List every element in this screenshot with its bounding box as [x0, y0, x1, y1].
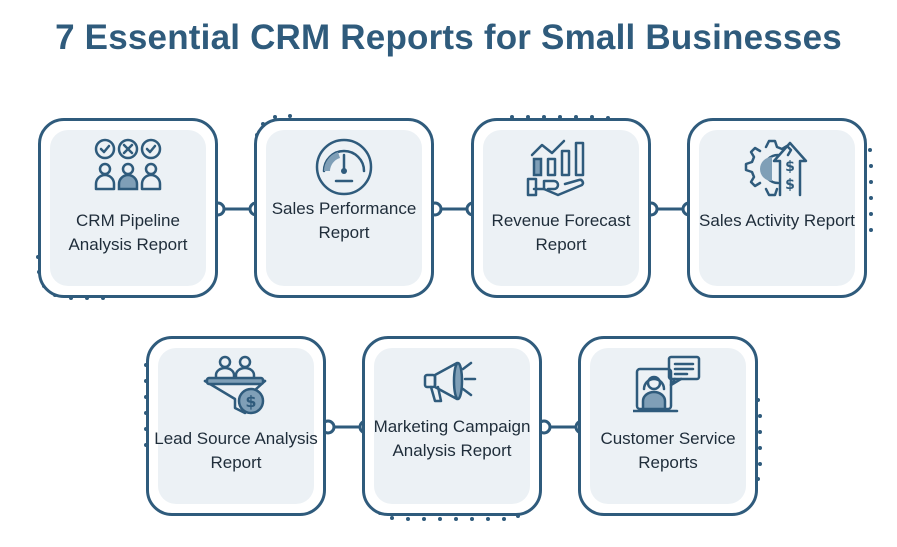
- card-label: Lead Source Analysis Report: [154, 429, 318, 472]
- card-label: Customer Service Reports: [600, 429, 736, 472]
- svg-text:$: $: [785, 177, 795, 193]
- card-customer-service-reports: Customer Service Reports: [578, 336, 758, 516]
- card-crm-pipeline-analysis-report: CRM Pipeline Analysis Report: [38, 118, 218, 298]
- card-label: Marketing Campaign Analysis Report: [373, 417, 531, 460]
- gear-dollar-arrow-icon: $ $: [744, 139, 808, 197]
- page-title: 7 Essential CRM Reports for Small Busine…: [55, 18, 842, 57]
- card-label: Sales Performance Report: [271, 199, 417, 242]
- card-label: Revenue Forecast Report: [491, 211, 631, 254]
- card-label: CRM Pipeline Analysis Report: [68, 211, 188, 254]
- card-revenue-forecast-report: Revenue Forecast Report: [471, 118, 651, 298]
- card-marketing-campaign-analysis-report: Marketing Campaign Analysis Report: [362, 336, 542, 516]
- card-lead-source-analysis-report: $ Lead Source Analysis Report: [146, 336, 326, 516]
- svg-text:$: $: [785, 159, 795, 175]
- team-checklist-icon: [94, 138, 162, 191]
- growth-chart-hand-icon: [526, 139, 585, 197]
- svg-text:$: $: [245, 392, 256, 411]
- card-sales-performance-report: Sales Performance Report: [254, 118, 434, 298]
- customer-support-icon: [633, 355, 701, 413]
- megaphone-icon: [423, 361, 477, 403]
- card-sales-activity-report: $ $ Sales Activity Report: [687, 118, 867, 298]
- card-label: Sales Activity Report: [699, 211, 855, 230]
- speedometer-icon: [315, 138, 373, 196]
- lead-funnel-icon: $: [203, 355, 267, 415]
